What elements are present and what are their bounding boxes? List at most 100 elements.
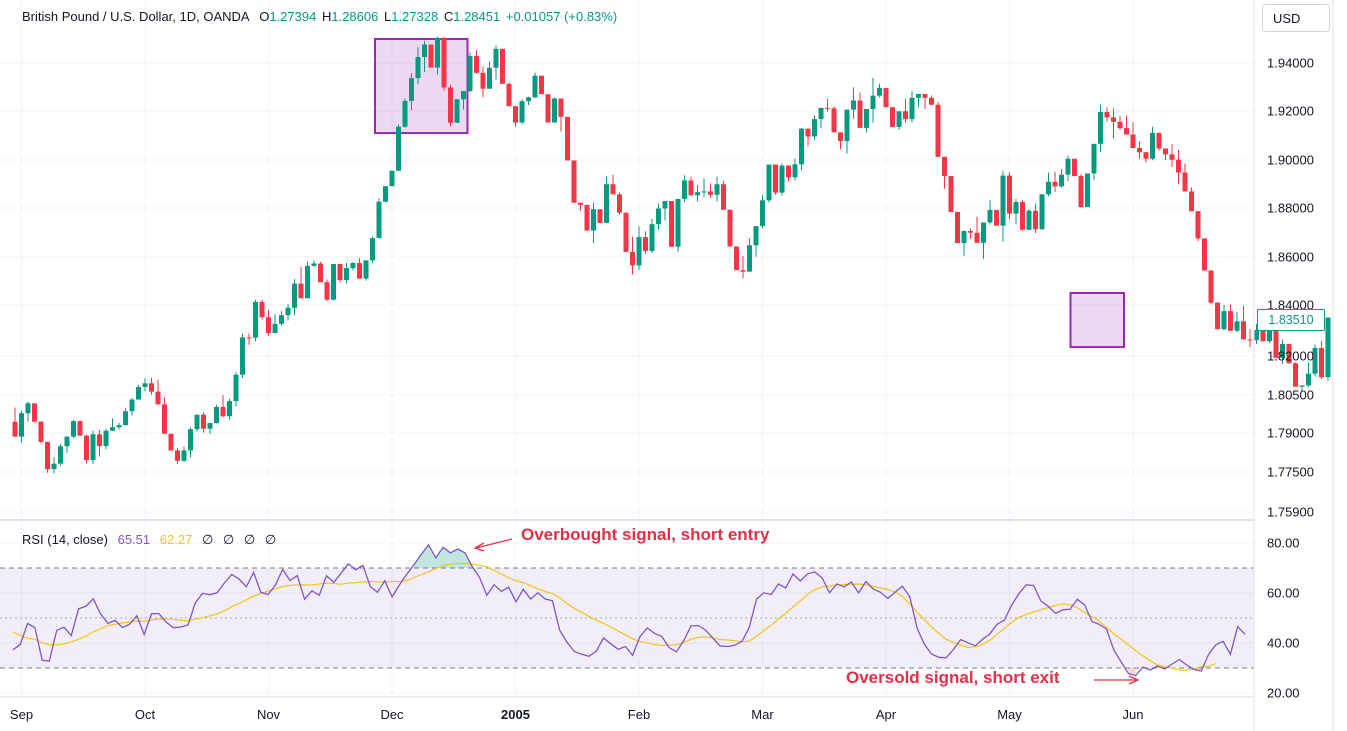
candle-body [350,263,356,269]
candle-body [370,238,375,261]
time-tick-label: Dec [380,707,404,722]
time-tick-label: Oct [135,707,156,722]
candle-body [279,315,284,324]
candle-body [818,107,824,120]
symbol-title[interactable]: British Pound / U.S. Dollar, 1D, OANDA [22,9,250,24]
candle-body [64,436,70,447]
candle-body [103,430,109,446]
candle-body [864,109,869,128]
candle-body [968,231,973,233]
candle-body [90,434,96,461]
candle-body [981,222,986,243]
candle-body [409,78,414,101]
candle-body [1026,210,1032,230]
empty-value-4: ∅ [264,532,277,547]
candle-body [305,265,310,299]
candle-body [1299,385,1305,387]
candle-body [740,270,746,272]
candle-body [116,425,122,428]
rsi-overbought-fill [413,544,473,568]
candle-body [552,98,557,123]
candle-body [909,97,915,120]
candle-body [1189,191,1194,212]
candle-body [675,198,681,247]
candle-body [136,386,141,400]
time-tick-label: Nov [257,707,281,722]
price-tick-label: 1.88000 [1267,201,1314,216]
candle-body [1065,158,1071,175]
candle-body [578,202,583,205]
candle-body [84,435,89,461]
candle-body [727,209,733,247]
candle-body [272,323,278,334]
candle-body [656,208,661,225]
price-tick-label: 1.79000 [1267,426,1314,441]
candle-body [435,37,440,68]
price-tick-label: 1.86000 [1267,250,1314,265]
candle-body [428,44,434,68]
rsi-value: 65.51 [117,532,151,547]
candle-body [467,56,473,92]
rsi-tick-label: 60.00 [1267,586,1300,601]
candle-body [188,429,193,451]
candle-body [571,160,577,203]
candle-body [662,201,668,209]
candle-body [1007,175,1012,214]
candle-body [1208,270,1214,303]
symbol-legend: British Pound / U.S. Dollar, 1D, OANDA O… [22,9,619,24]
candle-body [760,200,765,227]
candle-body [1111,117,1116,122]
candle-body [649,224,655,251]
time-tick-label: Feb [628,707,650,722]
candle-body [643,237,648,251]
candle-body [227,401,232,417]
low-value: 1.27328 [391,9,439,24]
candle-body [12,421,18,437]
candle-body [1000,175,1006,226]
candle-body [1033,210,1038,230]
candle-body [58,446,63,464]
rsi-legend: RSI (14, close) 65.51 62.27 ∅ ∅ ∅ ∅ [22,532,276,548]
candle-body [285,307,291,316]
candle-body [1176,159,1181,173]
candle-body [376,201,382,239]
candle-body [1104,111,1110,118]
price-tick-label: 1.80500 [1267,388,1314,403]
candle-body [916,93,921,98]
candle-body [1156,133,1162,149]
candle-body [877,87,882,96]
overbought-annotation: Overbought signal, short entry [521,525,770,544]
candle-body [1319,348,1324,378]
candlestick-series [12,36,1331,474]
candle-body [630,251,635,266]
candle-body [259,301,265,318]
candle-body [838,132,843,142]
candle-body [792,164,798,178]
candle-body [786,165,791,178]
price-tick-label: 1.90000 [1267,153,1314,168]
candle-body [129,399,135,412]
price-tick-label: 1.92000 [1267,104,1314,119]
candle-body [1169,154,1175,160]
candle-body [220,406,226,417]
candle-body [480,72,486,89]
candle-body [19,413,24,437]
last-price-label: 1.83510 [1257,309,1325,331]
overbought-arrow [473,538,513,552]
high-value: 1.28606 [331,9,379,24]
candle-body [1293,363,1298,387]
candle-body [506,83,512,107]
rsi-tick-label: 20.00 [1267,686,1300,701]
currency-button[interactable]: USD [1262,4,1330,32]
rsi-name[interactable]: RSI (14, close) [22,532,108,547]
candle-body [422,44,427,57]
rsi-tick-label: 40.00 [1267,636,1300,651]
candle-body [233,374,239,402]
highlight-zone [374,38,469,135]
candle-body [1130,134,1136,148]
oversold-arrow [1094,675,1140,685]
candle-body [240,337,245,375]
candle-body [1247,339,1253,341]
candle-body [974,232,980,243]
